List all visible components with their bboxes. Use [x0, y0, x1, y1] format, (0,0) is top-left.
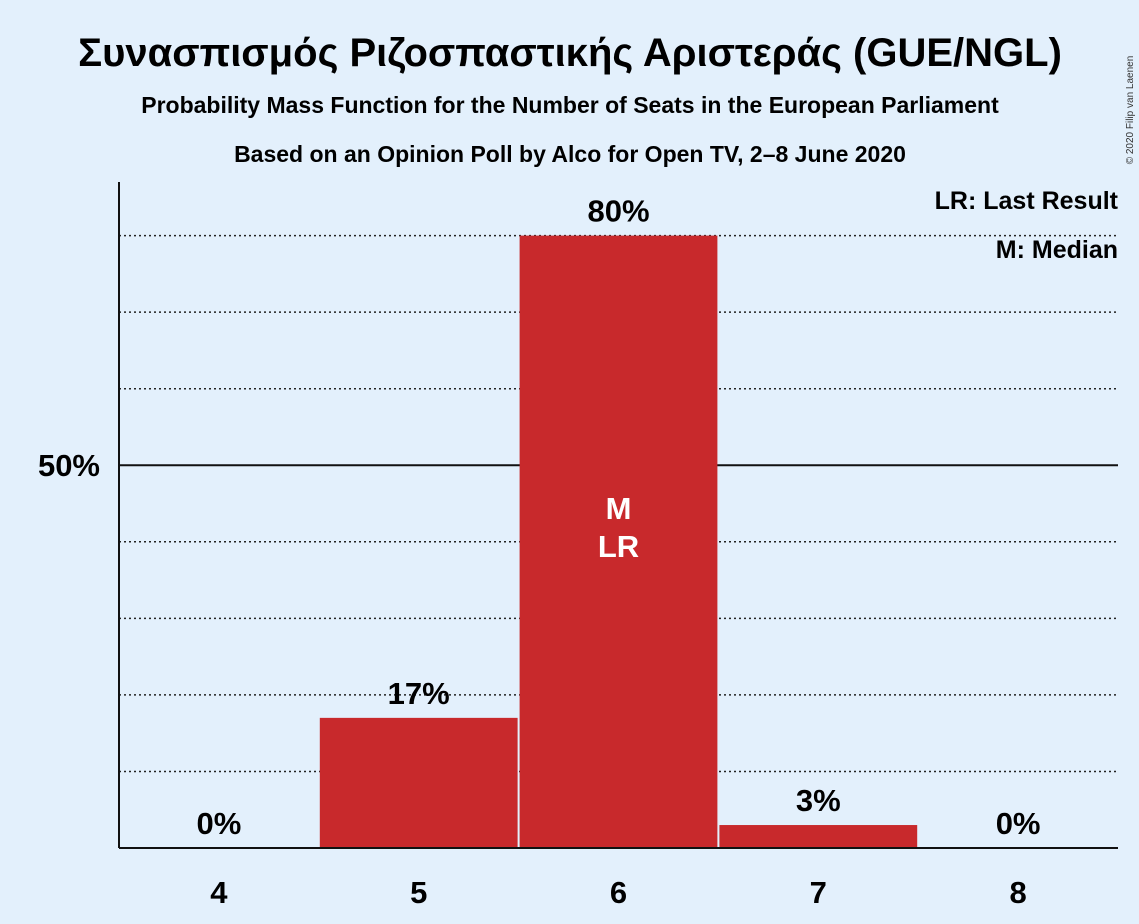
axes: 50% 4 5 6 7 8 — [38, 182, 1118, 910]
x-tick-label-5: 5 — [410, 875, 427, 910]
x-tick-label-4: 4 — [210, 875, 228, 910]
x-tick-label-6: 6 — [610, 875, 627, 910]
chart-subtitle: Probability Mass Function for the Number… — [141, 92, 999, 118]
chart-subtitle-source: Based on an Opinion Poll by Alco for Ope… — [234, 141, 906, 167]
copyright-notice: © 2020 Filip van Laenen — [1125, 56, 1136, 165]
bar-marker-lr: LR — [598, 529, 639, 564]
data-label-6: 80% — [587, 194, 649, 229]
x-tick-label-7: 7 — [810, 875, 827, 910]
chart-title: Συνασπισμός Ριζοσπαστικής Αριστεράς (GUE… — [78, 31, 1062, 75]
y-tick-label: 50% — [38, 448, 100, 483]
bar-6 — [519, 235, 718, 849]
data-label-4: 0% — [196, 806, 241, 841]
data-label-5: 17% — [388, 676, 450, 711]
data-label-8: 0% — [996, 806, 1041, 841]
x-tick-label-8: 8 — [1009, 875, 1026, 910]
bar-5 — [319, 717, 518, 848]
data-labels: 0% 17% 80% 3% 0% MLR — [196, 194, 1040, 841]
bar-marker-m: M — [606, 491, 632, 526]
legend-last-result: LR: Last Result — [935, 187, 1119, 215]
data-label-7: 3% — [796, 783, 841, 818]
bars — [319, 235, 918, 849]
legend-median: M: Median — [996, 236, 1118, 264]
gridlines — [119, 234, 1118, 773]
bar-7 — [719, 825, 918, 848]
